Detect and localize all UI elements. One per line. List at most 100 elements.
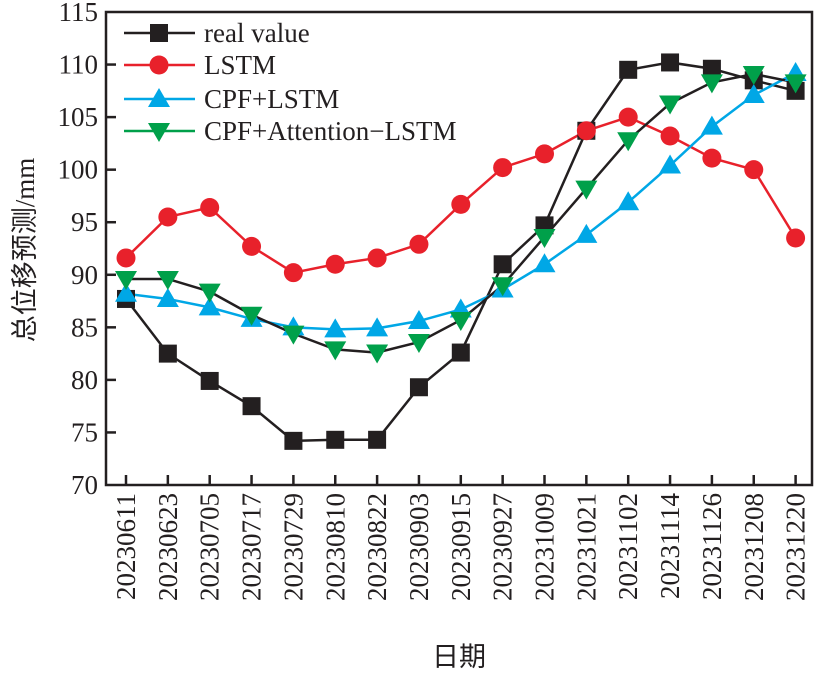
legend-label: CPF+Attention−LSTM (204, 116, 457, 146)
data-point (660, 126, 680, 146)
y-tick-label: 85 (71, 312, 98, 342)
data-point (115, 270, 137, 290)
data-point (659, 154, 682, 174)
data-point (242, 397, 261, 416)
y-tick-label: 90 (71, 260, 98, 290)
data-point (409, 378, 428, 397)
legend-marker (150, 24, 168, 42)
data-point (575, 180, 598, 200)
data-point (493, 158, 513, 178)
data-point (156, 270, 179, 290)
data-point (407, 310, 430, 330)
x-tick-label: 20231220 (781, 493, 811, 601)
data-point (576, 121, 596, 141)
data-point (283, 263, 303, 283)
legend-marker (149, 55, 169, 75)
data-point (744, 160, 764, 180)
y-tick-label: 100 (58, 155, 99, 185)
y-tick-label: 110 (59, 50, 99, 80)
data-point (366, 317, 389, 337)
legend-marker (148, 123, 170, 142)
y-axis-title: 总位移预测/mm (10, 158, 40, 343)
data-point (242, 236, 262, 256)
x-tick-label: 20230822 (362, 493, 392, 601)
y-tick-label: 80 (71, 365, 98, 395)
data-point (282, 325, 305, 345)
y-tick-label: 95 (71, 207, 98, 237)
data-point (324, 341, 347, 361)
data-point (617, 191, 640, 211)
data-point (784, 74, 807, 94)
data-point (409, 234, 429, 254)
legend-label: CPF+LSTM (204, 84, 339, 114)
x-tick-label: 20231009 (530, 493, 560, 601)
data-point (451, 194, 471, 214)
data-point (368, 430, 387, 449)
data-point (240, 306, 263, 326)
x-tick-label: 20230717 (237, 493, 267, 601)
data-point (742, 84, 765, 104)
data-point (535, 144, 554, 164)
x-tick-label: 20231021 (571, 493, 601, 601)
data-point (366, 344, 389, 364)
data-point (533, 228, 556, 248)
data-point (702, 148, 722, 168)
data-point (284, 431, 303, 450)
legend-label: LSTM (204, 50, 276, 80)
data-point (367, 248, 387, 268)
data-point (661, 53, 680, 72)
x-tick-label: 20230915 (446, 493, 476, 601)
data-point (575, 223, 598, 243)
legend-marker (148, 88, 170, 107)
data-point (700, 74, 723, 94)
data-point (618, 107, 638, 127)
x-tick-label: 20231208 (739, 493, 769, 601)
y-tick-label: 105 (58, 102, 99, 132)
data-point (742, 66, 765, 86)
data-point (702, 59, 721, 78)
x-tick-label: 20231114 (655, 493, 685, 599)
data-point (493, 255, 512, 274)
data-point (619, 60, 638, 79)
data-point (156, 287, 179, 307)
data-point (324, 318, 347, 338)
x-tick-label: 20230810 (320, 493, 350, 601)
data-point (115, 282, 137, 302)
data-point (158, 344, 177, 363)
data-point (659, 95, 682, 115)
data-point (116, 248, 136, 268)
plot-frame (104, 10, 814, 487)
legend-label: real value (204, 18, 310, 48)
data-point (198, 296, 221, 316)
x-tick-label: 20230927 (488, 493, 518, 601)
data-point (449, 311, 472, 331)
data-point (491, 277, 514, 297)
x-tick-label: 20230729 (278, 493, 308, 601)
x-tick-label: 20230705 (195, 493, 225, 601)
y-tick-label: 70 (71, 470, 98, 500)
x-tick-label: 20231126 (697, 493, 727, 600)
y-tick-label: 75 (71, 417, 98, 447)
data-point (700, 115, 723, 135)
data-point (158, 207, 178, 227)
x-tick-label: 20230623 (153, 493, 183, 601)
series-markers (115, 53, 807, 450)
y-tick-label: 115 (59, 0, 99, 27)
data-point (533, 253, 556, 273)
x-tick-label: 20230611 (111, 493, 141, 600)
data-point (326, 430, 345, 449)
data-point (200, 371, 219, 390)
x-axis-title: 日期 (432, 642, 486, 672)
data-point (325, 254, 345, 274)
data-point (200, 198, 220, 218)
x-tick-label: 20230903 (404, 493, 434, 601)
data-point (786, 228, 806, 248)
data-point (617, 132, 640, 152)
data-point (198, 283, 221, 303)
data-point (407, 334, 430, 354)
axes: 70 75 80 85 90 95 100 105 110 115 20230611 20230623… (58, 0, 814, 601)
x-tick-label: 20231102 (613, 493, 643, 600)
data-point (451, 343, 470, 362)
